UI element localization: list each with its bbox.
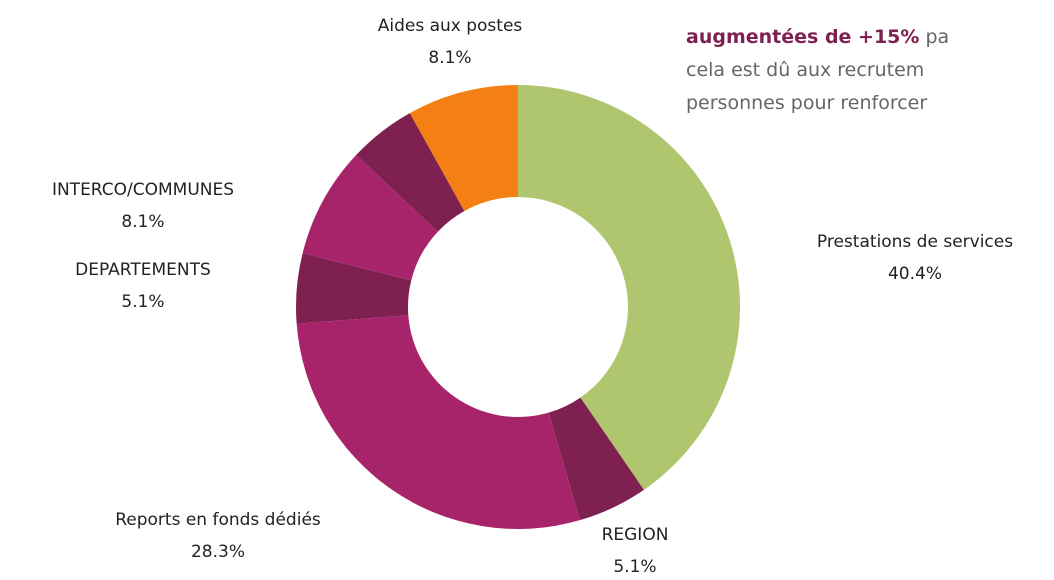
text-line: cela est dû aux recrutem <box>686 59 924 81</box>
text-line: augmentées de +15% pa <box>686 26 949 48</box>
text: pa <box>919 26 949 48</box>
slice-label: INTERCO/COMMUNES <box>52 180 234 200</box>
donut-slice <box>409 85 518 211</box>
donut-slice <box>296 253 412 324</box>
slice-value-label: 5.1% <box>613 557 656 577</box>
slice-label: Prestations de services <box>817 232 1013 252</box>
text: personnes pour renforcer <box>686 92 927 114</box>
text-fragment: augmentées de +15% pa cela est dû aux rec… <box>686 26 949 114</box>
donut-slice <box>548 397 644 521</box>
donut-slice <box>296 315 580 529</box>
donut-slice <box>302 155 438 281</box>
slice-label: DEPARTEMENTS <box>75 260 211 280</box>
slice-label: Reports en fonds dédiés <box>115 510 321 530</box>
slice-value-label: 28.3% <box>191 542 245 562</box>
text: cela est dû aux recrutem <box>686 59 924 81</box>
slice-value-label: 40.4% <box>888 264 942 284</box>
slice-value-label: 8.1% <box>121 212 164 232</box>
slice-value-label: 5.1% <box>121 292 164 312</box>
donut-slice <box>518 85 741 490</box>
highlight-text: augmentées de +15% <box>686 26 919 48</box>
donut-slice <box>356 113 465 232</box>
slice-label: REGION <box>602 525 669 545</box>
slice-value-label: 8.1% <box>428 48 471 68</box>
text-line: personnes pour renforcer <box>686 92 927 114</box>
slice-label: Aides aux postes <box>378 16 523 36</box>
